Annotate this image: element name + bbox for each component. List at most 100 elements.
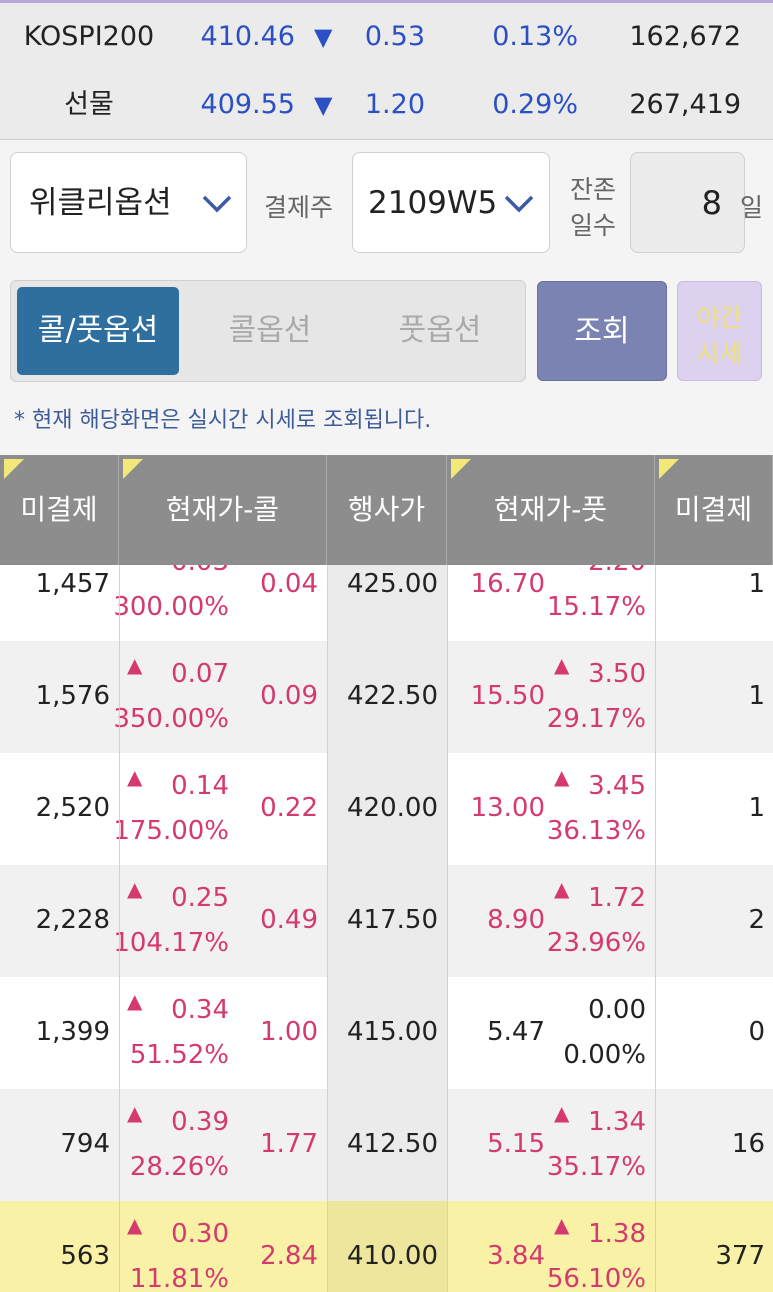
remain-days-box: 8 xyxy=(630,152,745,253)
tab[interactable]: 콜/풋옵션 xyxy=(17,287,179,375)
quote-row: 2,228 ▲ 0.25 104.17% 0.49 417.50 8.90 ▲ 1.72 23.9… xyxy=(0,865,773,977)
put-price: 5.47 xyxy=(487,1017,545,1047)
put-open-interest: 377 xyxy=(715,1241,765,1271)
status-edge xyxy=(0,0,773,3)
index-volume: 162,672 xyxy=(629,21,741,52)
put-rate: 0.00% xyxy=(563,1040,646,1070)
call-change: 0.39 xyxy=(171,1107,229,1137)
put-price: 13.00 xyxy=(470,793,545,823)
call-change: 0.07 xyxy=(171,659,229,689)
put-change: 1.72 xyxy=(588,883,646,913)
call-price: 0.49 xyxy=(260,905,318,935)
index-price: 410.46 xyxy=(200,21,295,52)
call-price: 0.22 xyxy=(260,793,318,823)
call-open-interest: 794 xyxy=(60,1129,110,1159)
remain-label-2: 일수 xyxy=(570,211,617,240)
strike-bg xyxy=(327,1089,447,1201)
index-name: 선물 xyxy=(64,89,114,120)
call-rate: 175.00% xyxy=(113,816,229,846)
quote-row: 794 ▲ 0.39 28.26% 1.77 412.50 5.15 ▲ 1.34 35.17% 1… xyxy=(0,1089,773,1201)
night-button[interactable]: 야간 시세 xyxy=(677,281,762,381)
column-header: 행사가 xyxy=(327,455,447,565)
index-rate: 0.13% xyxy=(492,21,578,52)
call-open-interest: 2,228 xyxy=(35,905,110,935)
chevron xyxy=(504,195,534,213)
column-header: 미결제 xyxy=(655,455,773,565)
put-change: 1.34 xyxy=(588,1107,646,1137)
call-change: 0.14 xyxy=(171,771,229,801)
put-rate: 23.96% xyxy=(546,928,646,958)
column-header: 현재가-풋 xyxy=(447,455,655,565)
call-change: 0.25 xyxy=(171,883,229,913)
index-row: KOSPI200 410.46 ▼ 0.53 0.13% 162,672 xyxy=(0,3,773,72)
strike-price: 410.00 xyxy=(347,1241,438,1271)
settle-dropdown[interactable]: 2109W5 xyxy=(352,152,550,253)
call-open-interest: 1,576 xyxy=(35,681,110,711)
index-price: 409.55 xyxy=(200,89,295,120)
strike-bg xyxy=(327,865,447,977)
put-arrow: ▲ xyxy=(554,765,570,789)
tab-group: 콜/풋옵션 콜옵션 풋옵션 xyxy=(10,280,526,382)
put-open-interest: 2 xyxy=(748,905,765,935)
product-dropdown[interactable]: 위클리옵션 xyxy=(10,152,247,253)
strike-bg xyxy=(327,977,447,1089)
put-change: 3.50 xyxy=(588,659,646,689)
call-arrow: ▲ xyxy=(127,989,143,1013)
call-price: 0.09 xyxy=(260,681,318,711)
call-arrow: ▲ xyxy=(127,877,143,901)
quote-row: 1,576 ▲ 0.07 350.00% 0.09 422.50 15.50 ▲ 3.50 29.… xyxy=(0,641,773,753)
put-rate: 36.13% xyxy=(546,816,646,846)
strike-price: 425.00 xyxy=(347,569,438,599)
index-arrow: ▼ xyxy=(314,91,333,119)
put-open-interest: 1 xyxy=(748,793,765,823)
call-rate: 51.52% xyxy=(129,1040,229,1070)
put-price: 16.70 xyxy=(470,569,545,599)
call-change: 0.34 xyxy=(171,995,229,1025)
call-price: 2.84 xyxy=(260,1241,318,1271)
settle-text: 2109W5 xyxy=(368,185,498,221)
call-rate: 11.81% xyxy=(129,1264,229,1292)
call-rate: 28.26% xyxy=(129,1152,229,1182)
strike-bg xyxy=(327,753,447,865)
column-divider xyxy=(119,565,120,1292)
put-price: 15.50 xyxy=(470,681,545,711)
call-arrow: ▲ xyxy=(127,1101,143,1125)
put-rate: 35.17% xyxy=(546,1152,646,1182)
tab[interactable]: 풋옵션 xyxy=(398,313,482,348)
column-header: 미결제 xyxy=(0,455,119,565)
put-open-interest: 1 xyxy=(748,569,765,599)
night-line: 야간 xyxy=(696,303,743,332)
index-change: 1.20 xyxy=(364,89,425,120)
settle-label: 결제주 xyxy=(264,193,334,222)
column-divider xyxy=(655,565,656,1292)
strike-price: 412.50 xyxy=(347,1129,438,1159)
call-open-interest: 1,399 xyxy=(35,1017,110,1047)
column-divider xyxy=(447,565,448,1292)
put-rate: 29.17% xyxy=(546,704,646,734)
query-button[interactable]: 조회 xyxy=(537,281,667,381)
put-change: 2.20 xyxy=(588,565,646,577)
put-change: 3.45 xyxy=(588,771,646,801)
quote-row: 1,457▲0.03300.00%0.04425.0016.70▲2.2015.… xyxy=(0,565,773,641)
index-row: 선물 409.55 ▼ 1.20 0.29% 267,419 xyxy=(0,71,773,140)
index-rate: 0.29% xyxy=(492,89,578,120)
call-change: 0.03 xyxy=(171,565,229,577)
put-change: 1.38 xyxy=(588,1219,646,1249)
call-price: 1.77 xyxy=(260,1129,318,1159)
strike-price: 415.00 xyxy=(347,1017,438,1047)
call-open-interest: 1,457 xyxy=(35,569,110,599)
call-open-interest: 563 xyxy=(60,1241,110,1271)
strike-bg xyxy=(327,641,447,753)
night-line: 시세 xyxy=(696,339,743,368)
tab[interactable]: 콜옵션 xyxy=(228,313,312,348)
column-divider xyxy=(327,565,328,1292)
chevron xyxy=(202,195,232,213)
put-open-interest: 1 xyxy=(748,681,765,711)
index-volume: 267,419 xyxy=(629,89,741,120)
remain-days: 8 xyxy=(701,184,722,222)
strike-price: 422.50 xyxy=(347,681,438,711)
call-arrow: ▲ xyxy=(127,765,143,789)
put-rate: 15.17% xyxy=(546,592,646,622)
index-arrow: ▼ xyxy=(314,23,333,51)
strike-bg xyxy=(327,565,447,641)
